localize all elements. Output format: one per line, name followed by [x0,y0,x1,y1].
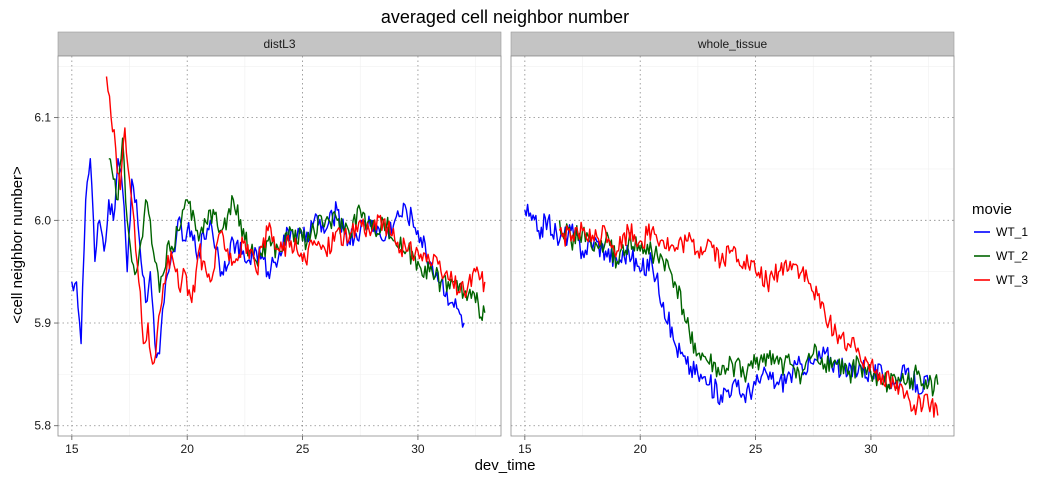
panel-border [57,55,502,437]
y-axis-title: <cell neighbor number> [9,166,26,324]
legend: movie WT_1 WT_2 WT_3 [972,201,1028,287]
legend-item-wt-3: WT_3 [974,273,1028,287]
panel-whole-tissue: whole_tissue 15 20 25 30 [510,31,955,456]
y-tick-label: 5.8 [34,419,51,433]
panels: distL3 15 20 25 30 5.8 5.9 6.0 6.1 whole_tissue 15… [34,31,955,456]
facet-strip-label: whole_tissue [697,37,768,51]
x-tick-label: 15 [518,442,532,456]
x-tick-label: 30 [864,442,878,456]
facet-strip [57,31,502,57]
series-line-wt-3 [558,221,939,418]
x-tick-label: 25 [749,442,763,456]
legend-label: WT_3 [996,273,1028,287]
legend-item-wt-2: WT_2 [974,249,1028,263]
legend-label: WT_1 [996,225,1028,239]
panel-border [510,55,955,437]
chart-title: averaged cell neighbor number [381,7,629,27]
facet-strip [510,31,955,57]
series-line-wt-2 [558,220,939,397]
x-tick-label: 20 [634,442,648,456]
y-tick-label: 6.0 [34,213,51,227]
x-tick-label: 25 [296,442,310,456]
series-line-wt-3 [105,76,486,365]
x-tick-label: 30 [411,442,425,456]
y-tick-label: 6.1 [34,111,51,125]
panel-background [511,56,954,436]
panel-background [58,56,501,436]
x-tick-label: 20 [181,442,195,456]
legend-label: WT_2 [996,249,1028,263]
y-tick-label: 5.9 [34,316,51,330]
series-line-wt-1 [71,158,465,359]
x-axis-title: dev_time [475,457,536,474]
legend-title: movie [972,201,1012,218]
facet-strip-label: distL3 [263,37,295,51]
series-line-wt-2 [108,137,486,322]
panel-distl3: distL3 15 20 25 30 5.8 5.9 6.0 6.1 [34,31,502,456]
legend-item-wt-1: WT_1 [974,225,1028,239]
x-tick-label: 15 [65,442,79,456]
